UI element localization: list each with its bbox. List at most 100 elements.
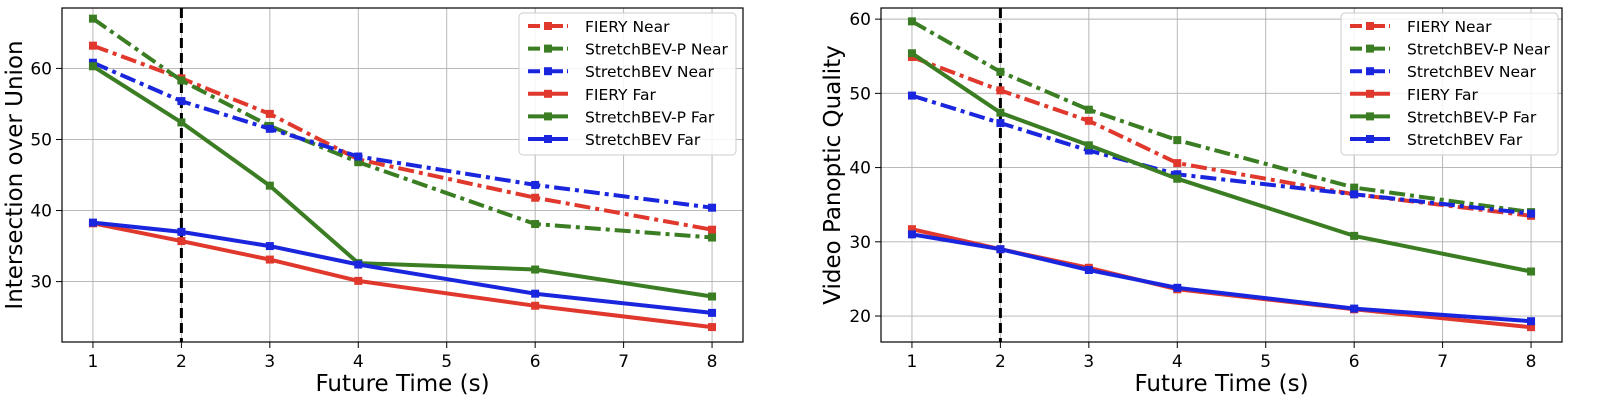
series-line-fiery-far	[92, 221, 713, 330]
data-point-fiery-far	[907, 225, 916, 234]
legend-label-fiery-near: FIERY Near	[585, 18, 670, 36]
data-point-fiery-near	[1173, 159, 1182, 168]
data-point-stretchbev-p-far	[1173, 174, 1182, 183]
data-point-stretchbev-p-far	[1084, 141, 1093, 150]
legend-marker-fiery-far	[1366, 89, 1374, 98]
legend-label-stretchbev-p-far: StretchBEV-P Far	[585, 108, 715, 126]
series-line-fiery-far	[911, 227, 1532, 330]
data-point-fiery-far	[708, 323, 717, 332]
x-tick-label: 3	[264, 352, 275, 372]
x-tick-label: 5	[441, 352, 452, 372]
x-tick-label: 7	[1437, 352, 1448, 372]
y-tick-label: 30	[849, 233, 871, 253]
data-point-stretchbev-near	[177, 97, 186, 106]
y-tick-label: 60	[849, 10, 871, 30]
data-point-stretchbev-far	[907, 230, 916, 239]
data-point-stretchbev-far	[88, 218, 97, 227]
data-point-stretchbev-p-near	[708, 233, 717, 242]
axes-frame	[61, 7, 744, 343]
y-tick-label: 20	[849, 307, 871, 327]
x-tick-label: 2	[176, 352, 187, 372]
data-point-stretchbev-near	[1350, 190, 1359, 199]
legend-marker-fiery-far	[544, 89, 552, 98]
legend-label-stretchbev-near: StretchBEV Near	[1407, 63, 1536, 81]
data-point-stretchbev-near	[907, 91, 916, 100]
legend-label-stretchbev-p-near: StretchBEV-P Near	[1407, 41, 1551, 59]
data-point-stretchbev-p-far	[531, 265, 540, 274]
data-point-stretchbev-p-far	[1350, 231, 1359, 240]
x-tick-label: 8	[707, 352, 718, 372]
data-point-stretchbev-p-near	[1173, 136, 1182, 145]
x-tick-label: 6	[1349, 352, 1360, 372]
series-line-stretchbev-far	[92, 220, 713, 315]
data-point-stretchbev-p-near	[907, 17, 916, 26]
legend-marker-stretchbev-p-near	[544, 44, 552, 53]
data-point-stretchbev-p-near	[88, 14, 97, 23]
x-tick-label: 8	[1526, 352, 1537, 372]
legend-marker-stretchbev-p-far	[544, 112, 552, 121]
legend-label-fiery-near: FIERY Near	[1407, 18, 1492, 36]
x-tick-label: 6	[530, 352, 541, 372]
y-tick-label: 40	[30, 202, 52, 222]
data-point-stretchbev-p-near	[531, 220, 540, 229]
x-tick-label: 4	[353, 352, 364, 372]
data-point-stretchbev-p-far	[907, 49, 916, 58]
data-point-fiery-near	[1084, 116, 1093, 125]
legend-label-stretchbev-far: StretchBEV Far	[585, 131, 701, 149]
y-ticks: 30 40 50 60	[30, 59, 62, 293]
legend-marker-stretchbev-near	[1366, 67, 1374, 76]
series-line-stretchbev-p-far	[91, 64, 713, 299]
data-point-stretchbev-near	[996, 119, 1005, 128]
data-point-fiery-far	[265, 255, 274, 264]
data-point-stretchbev-far	[1350, 304, 1359, 313]
y-axis-label: Video Panoptic Quality	[820, 45, 846, 304]
legend: FIERY Near StretchBEV-P Near StretchBEV Ne…	[1340, 12, 1559, 156]
x-ticks: 1 2 3 4 5 6 7 8	[907, 342, 1537, 372]
data-point-fiery-far	[354, 276, 363, 285]
data-point-stretchbev-p-near	[354, 158, 363, 167]
y-tick-label: 50	[849, 84, 871, 104]
x-tick-label: 2	[995, 352, 1006, 372]
data-point-stretchbev-p-far	[1527, 267, 1536, 276]
legend-marker-fiery-near	[1366, 22, 1374, 30]
legend-marker-stretchbev-p-near	[1366, 44, 1374, 53]
legend-label-fiery-far: FIERY Far	[1407, 86, 1478, 104]
data-point-stretchbev-p-near	[1084, 105, 1093, 114]
x-tick-label: 1	[88, 352, 99, 372]
y-axis-label: Intersection over Union	[2, 40, 28, 309]
y-ticks: 20 30 40 50 60	[849, 10, 881, 327]
x-ticks: 1 2 3 4 5 6 7 8	[88, 342, 718, 372]
series-group	[88, 14, 717, 332]
data-point-stretchbev-p-near	[996, 67, 1005, 76]
data-point-stretchbev-near	[354, 152, 363, 161]
series-line-stretchbev-p-far	[910, 51, 1532, 274]
data-point-fiery-near	[265, 109, 274, 118]
y-tick-label: 50	[30, 130, 52, 150]
x-tick-label: 5	[1260, 352, 1271, 372]
chart-vpq: 1 2 3 4 5 6 7 8 20 30 40 50 60 Future Time (s) Video P…	[820, 7, 1563, 397]
data-point-stretchbev-near	[708, 203, 717, 212]
data-point-stretchbev-p-far	[88, 62, 97, 71]
x-tick-label: 3	[1083, 352, 1094, 372]
chart-iou: 1 2 3 4 5 6 7 8 30 40 50 60 Future Time (s) Intersect…	[2, 7, 744, 397]
series-group	[907, 17, 1536, 332]
legend: FIERY Near StretchBEV-P Near StretchBEV Ne…	[518, 12, 737, 156]
data-point-fiery-near	[88, 41, 97, 50]
legend-label-fiery-far: FIERY Far	[585, 86, 656, 104]
data-point-stretchbev-near	[265, 124, 274, 133]
data-point-stretchbev-p-near	[177, 76, 186, 85]
legend-label-stretchbev-near: StretchBEV Near	[585, 63, 714, 81]
data-point-fiery-far	[531, 301, 540, 310]
data-point-stretchbev-near	[1084, 146, 1093, 155]
legend-box	[1340, 12, 1559, 156]
x-axis-label: Future Time (s)	[1134, 371, 1308, 397]
data-point-fiery-near	[531, 193, 540, 202]
legend-marker-stretchbev-far	[544, 135, 552, 143]
x-tick-label: 4	[1172, 352, 1183, 372]
data-point-fiery-far	[1527, 323, 1536, 332]
legend-marker-stretchbev-p-far	[1366, 112, 1374, 121]
legend-marker-stretchbev-near	[544, 67, 552, 76]
legend-marker-stretchbev-far	[1366, 135, 1374, 143]
data-point-stretchbev-near	[1527, 209, 1536, 218]
